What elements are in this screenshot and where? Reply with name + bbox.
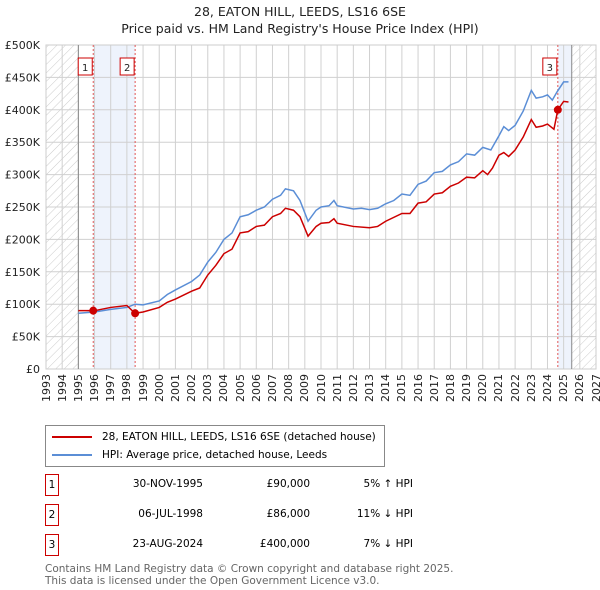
sale-marker: 3 [45, 534, 59, 556]
legend: 28, EATON HILL, LEEDS, LS16 6SE (detache… [45, 425, 385, 467]
legend-item-hpi: HPI: Average price, detached house, Leed… [52, 447, 327, 463]
x-tick-label: 2010 [314, 374, 328, 402]
x-tick-label: 2025 [557, 374, 571, 402]
x-tick-label: 2020 [476, 374, 490, 402]
x-tick-label: 1998 [120, 374, 134, 402]
x-tick-label: 2018 [443, 374, 457, 402]
x-tick-label: 2016 [411, 374, 425, 402]
footer-licence: This data is licensed under the Open Gov… [45, 575, 380, 587]
x-tick-label: 1995 [71, 374, 85, 402]
x-tick-label: 2011 [330, 374, 344, 402]
legend-label: HPI: Average price, detached house, Leed… [102, 449, 328, 461]
sale-price: £90,000 [266, 478, 310, 490]
sale-marker: 2 [45, 504, 59, 526]
x-tick-label: 2001 [168, 374, 182, 402]
x-tick-label: 2015 [395, 374, 409, 402]
y-tick-label: £0 [26, 363, 40, 376]
sale-delta: 5% ↑ HPI [363, 478, 413, 490]
sale-row: 3 23-AUG-2024 £400,000 7% ↓ HPI [45, 534, 445, 556]
footer-copyright: Contains HM Land Registry data © Crown c… [45, 563, 454, 575]
price-chart: £0 £50K £100K £150K £200K £250K £300K £350K £400… [5, 39, 597, 376]
chart-subtitle: Price paid vs. HM Land Registry's House … [121, 21, 479, 36]
y-tick-label: £400K [5, 104, 41, 117]
x-tick-label: 2012 [346, 374, 360, 402]
x-tick-label: 2003 [201, 374, 215, 402]
sale-label: 1 [82, 63, 88, 74]
sale-point [131, 309, 140, 318]
x-tick-label: 2024 [540, 374, 554, 402]
x-tick-label: 1994 [55, 374, 69, 402]
sale-price: £400,000 [259, 538, 310, 550]
sale-label: 3 [547, 63, 553, 74]
sale-label: 2 [124, 63, 130, 74]
x-tick-label: 2027 [589, 374, 600, 402]
x-tick-label: 2023 [524, 374, 538, 402]
sale-date: 23-AUG-2024 [132, 538, 203, 550]
sale-label-box [542, 57, 558, 76]
y-tick-label: £50K [12, 331, 41, 344]
x-tick-label: 2014 [379, 374, 393, 402]
y-tick-label: £100K [5, 298, 41, 311]
y-tick-label: £250K [5, 201, 41, 214]
sale-date: 30-NOV-1995 [132, 478, 203, 490]
sale-row: 2 06-JUL-1998 £86,000 11% ↓ HPI [45, 504, 445, 526]
y-tick-label: £150K [5, 266, 41, 279]
plot-border [45, 44, 597, 370]
sale-point [553, 105, 562, 114]
x-tick-label: 1996 [88, 374, 102, 402]
sale-delta: 11% ↓ HPI [356, 508, 413, 520]
sale-row: 1 30-NOV-1995 £90,000 5% ↑ HPI [45, 474, 445, 496]
x-tick-label: 2004 [217, 374, 231, 402]
y-tick-label: £300K [5, 169, 41, 182]
legend-label: 28, EATON HILL, LEEDS, LS16 6SE (detache… [102, 431, 376, 443]
x-tick-label: 2021 [492, 374, 506, 402]
x-tick-label: 2019 [460, 374, 474, 402]
series-line [78, 100, 569, 315]
sale-label-box [119, 57, 135, 76]
series-line [78, 81, 569, 315]
x-tick-label: 1993 [39, 374, 53, 402]
y-tick-label: £500K [5, 39, 41, 52]
x-tick-label: 2017 [427, 374, 441, 402]
y-tick-label: £450K [5, 71, 41, 84]
y-tick-label: £350K [5, 136, 41, 149]
x-tick-label: 2013 [363, 374, 377, 402]
x-tick-label: 2002 [185, 374, 199, 402]
sale-price: £86,000 [266, 508, 310, 520]
footer: Contains HM Land Registry data © Crown c… [45, 563, 453, 587]
chart-title: 28, EATON HILL, LEEDS, LS16 6SE [194, 4, 406, 19]
x-tick-label: 1999 [136, 374, 150, 402]
x-tick-label: 2022 [508, 374, 522, 402]
x-tick-label: 2008 [282, 374, 296, 402]
x-tick-label: 2005 [233, 374, 247, 402]
y-tick-label: £200K [5, 233, 41, 246]
sale-date: 06-JUL-1998 [138, 508, 203, 520]
x-tick-label: 2000 [152, 374, 166, 402]
x-tick-label: 2026 [573, 374, 587, 402]
x-tick-label: 2006 [249, 374, 263, 402]
x-tick-label: 2007 [265, 374, 279, 402]
sale-delta: 7% ↓ HPI [363, 538, 413, 550]
sale-point [89, 306, 98, 315]
x-tick-label: 2009 [298, 374, 312, 402]
legend-item-property: 28, EATON HILL, LEEDS, LS16 6SE (detache… [52, 429, 376, 445]
sale-label-box [77, 57, 93, 76]
x-tick-label: 1997 [104, 374, 118, 402]
sale-marker: 1 [45, 474, 59, 496]
